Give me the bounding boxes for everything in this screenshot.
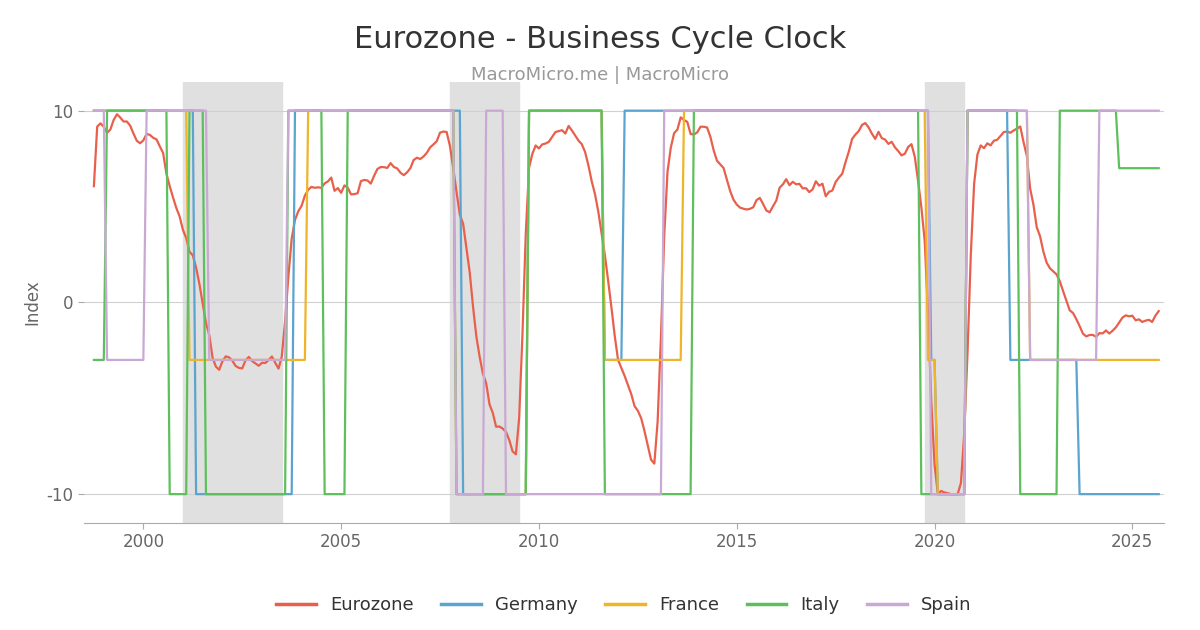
Line: Spain: Spain <box>94 111 1159 494</box>
Spain <box>373 107 388 115</box>
Legend: Eurozone, Germany, France, Italy, Spain: Eurozone, Germany, France, Italy, Spain <box>269 589 979 622</box>
Italy <box>86 356 101 364</box>
Italy <box>1092 107 1106 115</box>
Germany <box>809 107 823 115</box>
France <box>1152 356 1166 364</box>
Italy <box>100 107 114 115</box>
Spain <box>1088 356 1103 364</box>
Eurozone <box>86 183 101 190</box>
Italy <box>1152 164 1166 172</box>
Eurozone <box>1152 307 1166 315</box>
Germany <box>1152 490 1166 498</box>
Eurozone <box>109 110 124 118</box>
Italy <box>996 107 1010 115</box>
Text: MacroMicro.me | MacroMicro: MacroMicro.me | MacroMicro <box>470 66 730 84</box>
Spain <box>241 356 256 364</box>
Line: France: France <box>94 111 1159 494</box>
Line: Eurozone: Eurozone <box>94 114 1159 494</box>
Spain <box>888 107 902 115</box>
Eurozone <box>245 357 259 365</box>
Spain <box>809 107 823 115</box>
France <box>449 490 463 498</box>
Italy <box>892 107 906 115</box>
Germany <box>86 107 101 115</box>
Italy <box>162 490 176 498</box>
Spain <box>1152 107 1166 115</box>
Line: Italy: Italy <box>94 111 1159 494</box>
Italy <box>248 490 263 498</box>
Germany <box>245 490 259 498</box>
Text: Eurozone - Business Cycle Clock: Eurozone - Business Cycle Clock <box>354 25 846 54</box>
France <box>888 107 902 115</box>
Bar <box>925 82 965 523</box>
France <box>241 356 256 364</box>
Eurozone <box>888 144 902 151</box>
Italy <box>812 107 827 115</box>
Bar <box>450 82 520 523</box>
Germany <box>188 490 203 498</box>
France <box>994 107 1008 115</box>
Italy <box>380 107 395 115</box>
Eurozone <box>1092 329 1106 337</box>
Line: Germany: Germany <box>94 111 1159 494</box>
France <box>809 107 823 115</box>
Eurozone <box>809 178 823 185</box>
Bar <box>182 82 282 523</box>
Spain <box>86 107 101 115</box>
Eurozone <box>944 490 959 498</box>
Eurozone <box>377 163 391 171</box>
Spain <box>994 107 1008 115</box>
Y-axis label: Index: Index <box>23 280 41 325</box>
Spain <box>449 490 463 498</box>
France <box>86 107 101 115</box>
France <box>1088 356 1103 364</box>
Germany <box>1088 490 1103 498</box>
Germany <box>377 107 391 115</box>
Germany <box>994 107 1008 115</box>
Germany <box>888 107 902 115</box>
Eurozone <box>996 128 1010 135</box>
France <box>373 107 388 115</box>
